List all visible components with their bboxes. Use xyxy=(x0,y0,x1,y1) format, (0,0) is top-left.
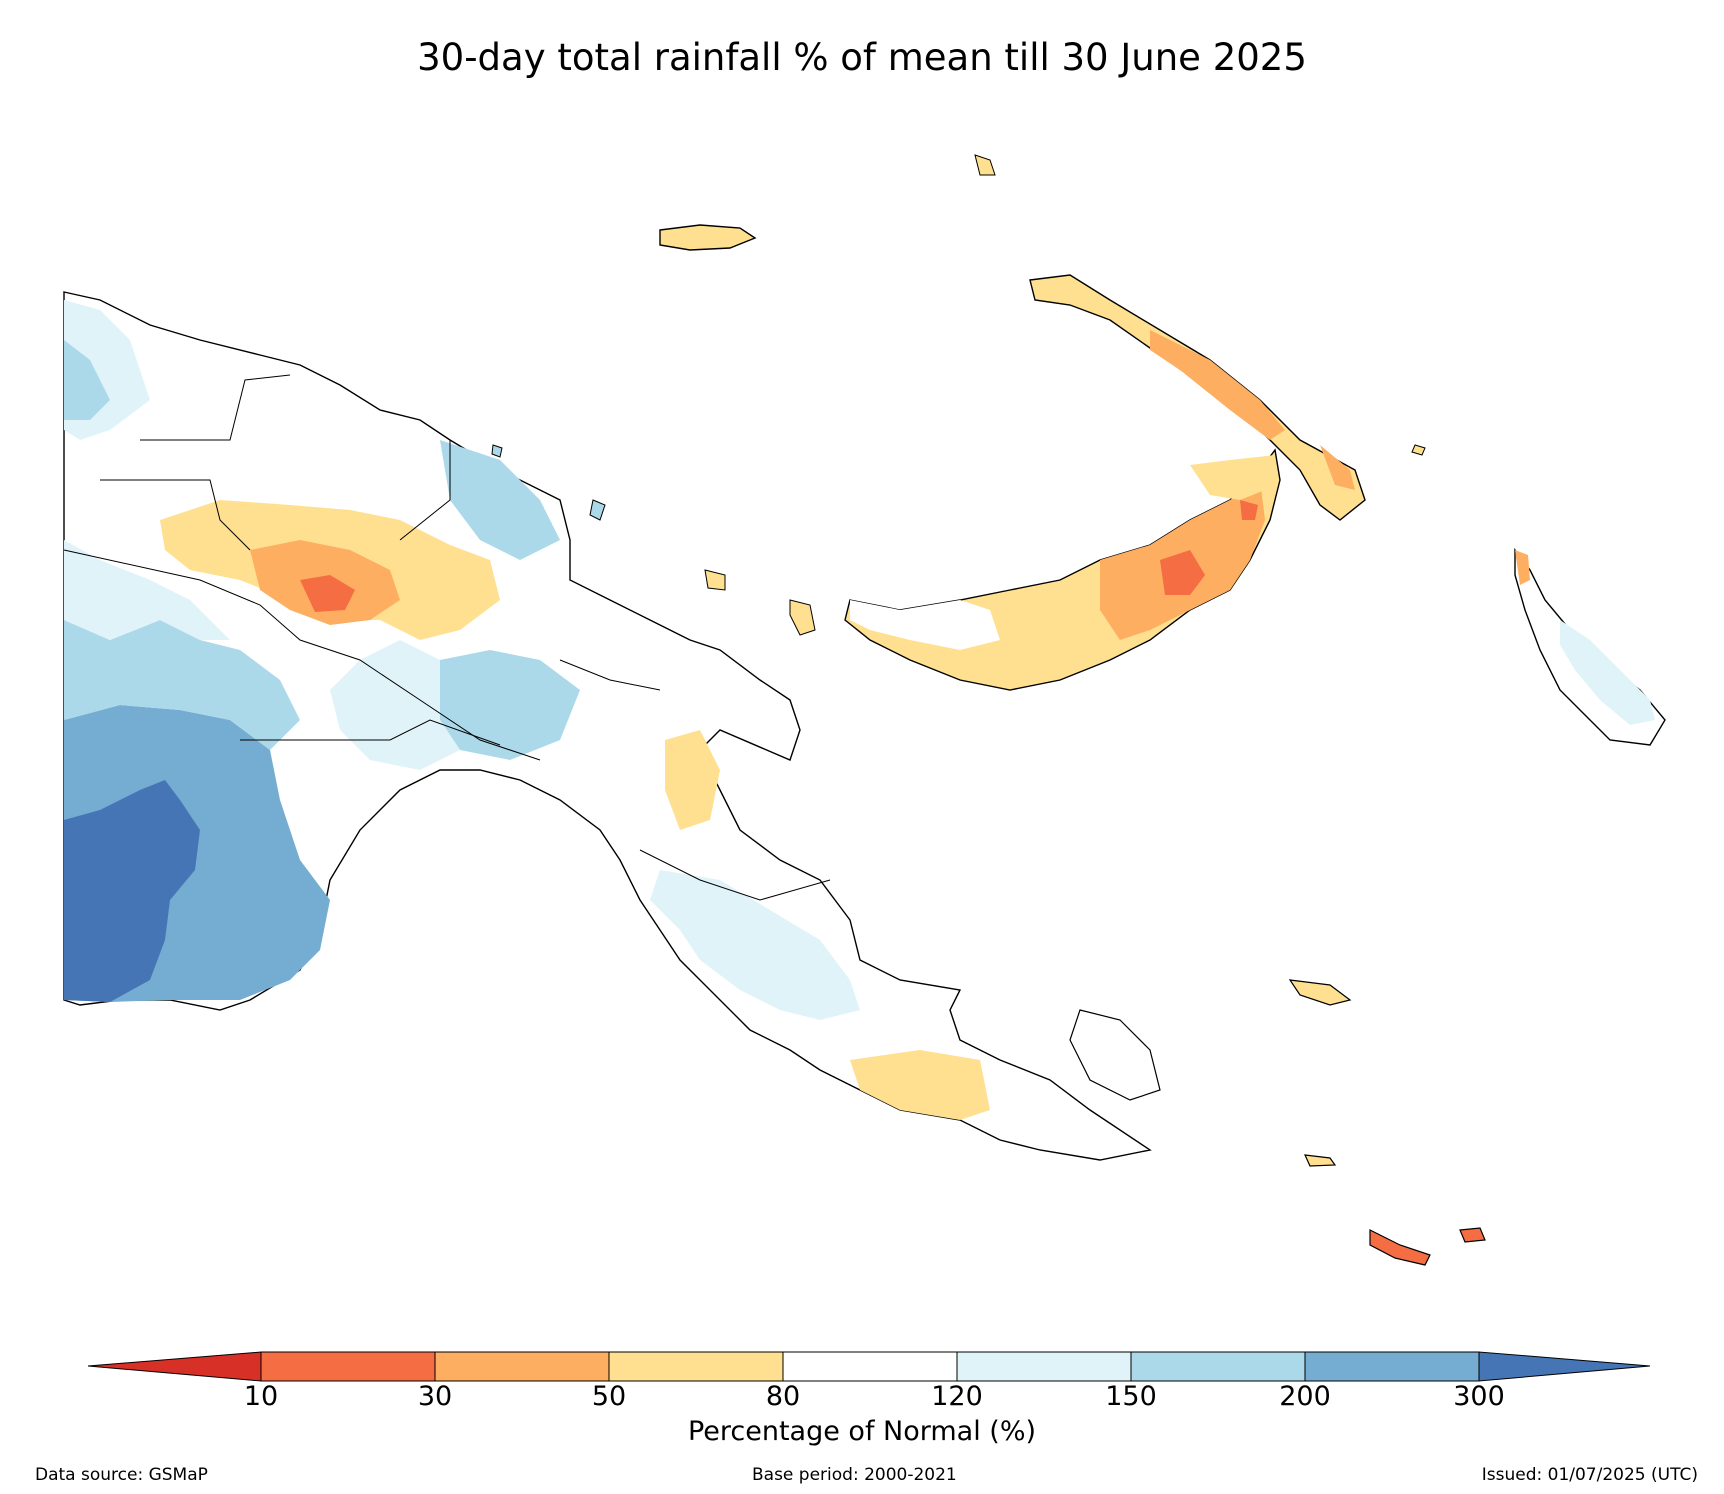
rainfall-map xyxy=(63,154,1666,1266)
zone-150-200-central xyxy=(440,650,580,760)
zone-150-200 xyxy=(64,620,300,750)
zone-150-200-northeast xyxy=(440,440,560,560)
colorbar-tick-200: 200 xyxy=(1279,1381,1331,1412)
issued-text: Issued: 01/07/2025 (UTC) xyxy=(1481,1465,1698,1485)
colorbar-tick-80: 80 xyxy=(765,1381,801,1412)
colorbar-bin-200-300 xyxy=(1304,1351,1480,1382)
new-britain xyxy=(844,448,1281,691)
zone-10-30-highlands xyxy=(300,575,355,612)
colorbar-bin-120-150 xyxy=(956,1351,1132,1382)
colorbar-extend-low xyxy=(87,1351,262,1382)
colorbar xyxy=(87,1351,1651,1382)
zone-150-200-north xyxy=(64,340,110,420)
zone-120-150-central xyxy=(330,640,460,770)
new-ireland xyxy=(1029,274,1366,521)
zone-50-80-tail xyxy=(850,1050,990,1120)
colorbar-bin-80-120 xyxy=(782,1351,958,1382)
data-source-text: Data source: GSMaP xyxy=(35,1465,208,1485)
colorbar-tick-50: 50 xyxy=(591,1381,627,1412)
colorbar-bin-30-50 xyxy=(434,1351,610,1382)
map-title: 30-day total rainfall % of mean till 30 … xyxy=(417,36,1307,79)
manus-island xyxy=(659,224,757,251)
zone-120-150-tail xyxy=(650,870,860,1020)
colorbar-tick-150: 150 xyxy=(1105,1381,1157,1412)
mainland xyxy=(63,291,1152,1161)
milne-bay-islands xyxy=(1069,979,1486,1266)
colorbar-tick-10: 10 xyxy=(243,1381,279,1412)
colorbar-tick-30: 30 xyxy=(417,1381,453,1412)
small-islands xyxy=(491,154,1426,636)
colorbar-bin-50-80 xyxy=(608,1351,784,1382)
colorbar-extend-high xyxy=(1478,1351,1651,1382)
zone-50-80-east xyxy=(665,730,720,830)
zone-over-300 xyxy=(64,780,200,1002)
colorbar-bin-150-200 xyxy=(1130,1351,1306,1382)
colorbar-bin-10-30 xyxy=(260,1351,436,1382)
colorbar-tick-300: 300 xyxy=(1453,1381,1505,1412)
colorbar-title: Percentage of Normal (%) xyxy=(687,1416,1037,1447)
zone-120-150-west xyxy=(64,540,230,640)
colorbar-tick-120: 120 xyxy=(931,1381,983,1412)
base-period-text: Base period: 2000-2021 xyxy=(752,1465,957,1485)
bougainville xyxy=(1514,547,1666,746)
